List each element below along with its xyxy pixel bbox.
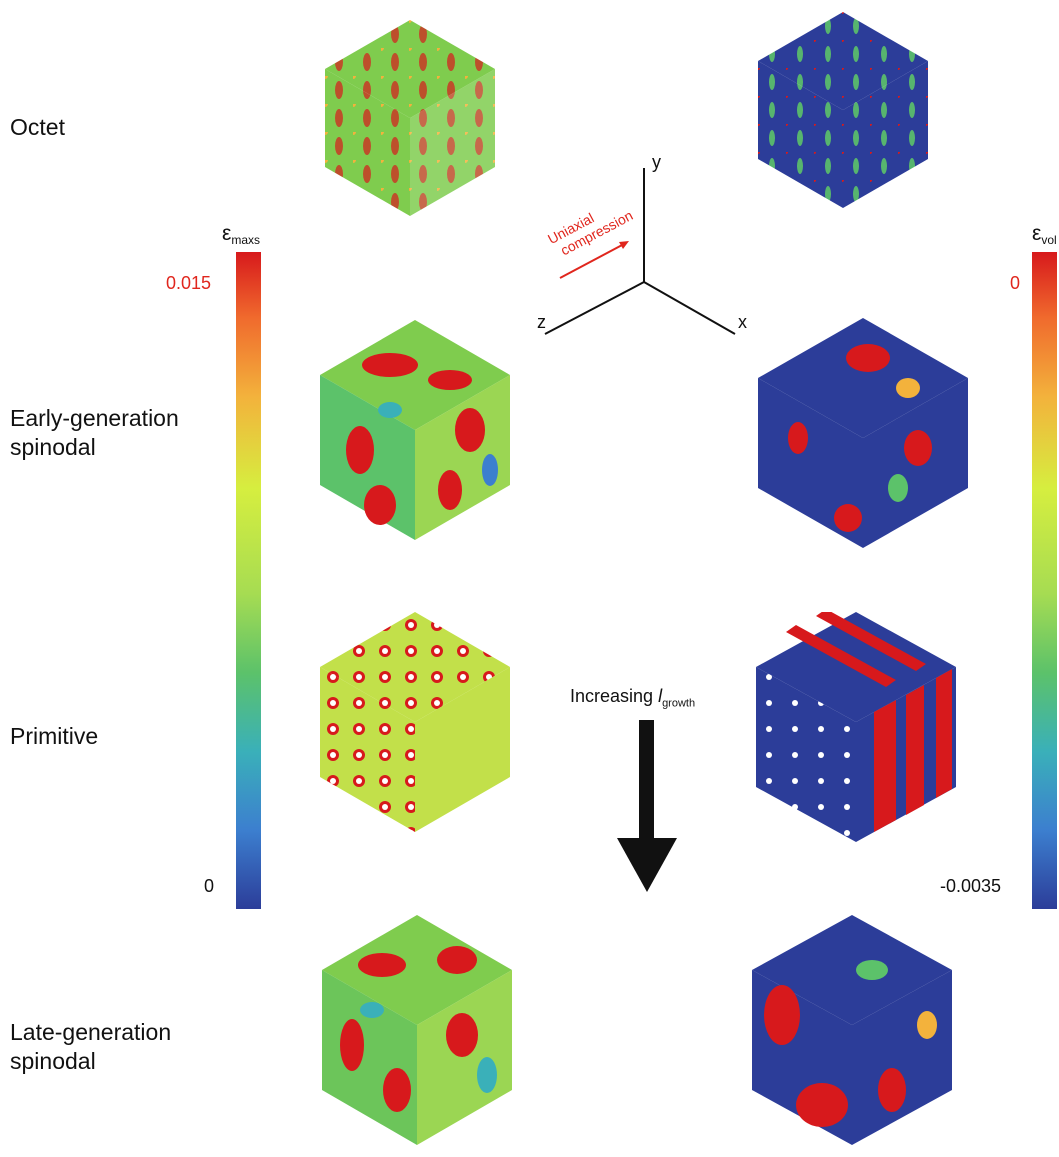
right-scale-max: 0: [1010, 273, 1021, 293]
late-spinodal-cube-left: [322, 915, 512, 1145]
row-label-primitive: Primitive: [10, 723, 99, 749]
right-scale-title: εvol: [1032, 222, 1057, 247]
right-colorbar: [1032, 252, 1057, 909]
left-scale-max: 0.015: [166, 273, 212, 293]
left-colorbar: [236, 252, 261, 909]
growth-arrow-icon: [617, 720, 677, 892]
axis-label-y: y: [652, 152, 661, 172]
left-scale-min: 0: [204, 876, 215, 896]
axes-triad: [544, 168, 736, 335]
primitive-cube-right: [756, 612, 956, 842]
growth-caption: Increasing lgrowth: [570, 686, 696, 710]
left-scale-title: εmaxs: [222, 222, 261, 247]
early-spinodal-cube-left: [320, 320, 510, 540]
axis-label-z: z: [537, 312, 546, 332]
primitive-cube-left: [320, 612, 510, 832]
octet-cube-left: [325, 20, 495, 216]
axis-label-x: x: [738, 312, 747, 332]
early-spinodal-cube-right: [758, 318, 968, 548]
row-label-early-spinodal: Early-generation spinodal: [10, 405, 179, 460]
octet-cube-right: [758, 12, 928, 208]
row-label-octet: Octet: [10, 114, 65, 140]
late-spinodal-cube-right: [752, 915, 952, 1145]
right-scale-min: -0.0035: [940, 876, 1002, 896]
row-label-late-spinodal: Late-generation spinodal: [10, 1019, 172, 1074]
